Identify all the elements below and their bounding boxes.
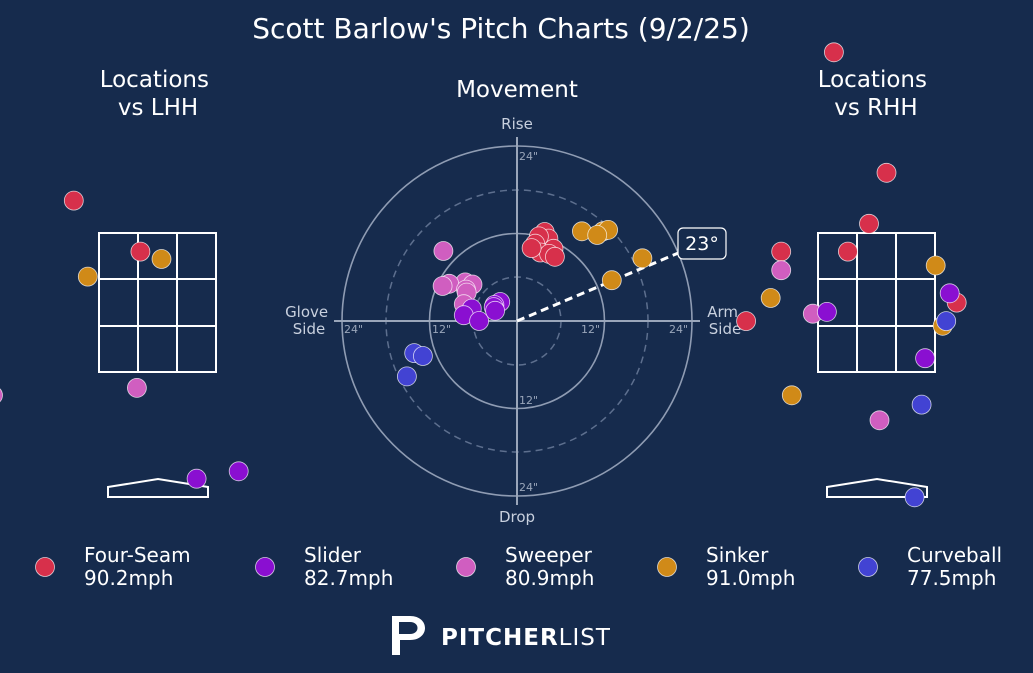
- rhh-title-line-1: Locations: [818, 67, 927, 93]
- rhh-point-slider-15: [817, 301, 837, 322]
- legend-pitch-speed-curveball: 77.5mph: [907, 566, 996, 590]
- legend-swatch-slider: [255, 557, 275, 577]
- lhh-point-sinker-3: [77, 266, 98, 287]
- rhh-point-four-seam-3: [771, 241, 792, 262]
- movement-point-sweeper-15: [433, 241, 454, 261]
- lhh-title-line-2: vs LHH: [118, 95, 198, 121]
- rhh-point-four-seam-1: [876, 162, 897, 183]
- legend-pitch-speed-four-seam: 90.2mph: [84, 566, 173, 590]
- rhh-point-slider-16: [915, 348, 935, 369]
- pitcherlist-p-icon: [392, 616, 425, 655]
- lhh-point-slider-6: [186, 468, 207, 489]
- movement-point-four-seam-7: [545, 246, 565, 267]
- axis-label-drop: Drop: [499, 508, 535, 526]
- lhh-title-line-1: Locations: [100, 67, 209, 93]
- axis-label-arm-line-1: Arm: [707, 303, 738, 321]
- axis-label-arm-side: Arm Side: [707, 303, 743, 338]
- axis-label-arm-line-2: Side: [709, 320, 741, 338]
- movement-point-sinker-13: [632, 248, 653, 269]
- lhh-point-sweeper-4: [126, 377, 147, 398]
- rhh-point-curveball-18: [911, 394, 932, 415]
- legend-pitch-speed-sweeper: 80.9mph: [505, 566, 594, 590]
- movement-point-curveball-31: [412, 346, 433, 366]
- legend-swatch-sweeper: [456, 557, 476, 577]
- movement-point-slider-28: [469, 311, 490, 331]
- legend-pitch-name-four-seam: Four-Seam: [84, 543, 191, 567]
- rhh-point-four-seam-0: [824, 42, 844, 63]
- rhh-point-sinker-7: [925, 255, 946, 276]
- axis-label-glove-line-2: Side: [293, 320, 325, 338]
- rhh-point-four-seam-6: [736, 311, 756, 332]
- rhh-strike-zone: [817, 232, 936, 373]
- lhh-strike-zone: [98, 232, 217, 373]
- brand-light-text: LIST: [559, 625, 611, 651]
- lhh-point-sweeper-5: [0, 388, 3, 403]
- rhh-location-panel: Locations vs RHH: [736, 42, 967, 508]
- movement-points: [396, 219, 653, 387]
- legend-swatch-curveball: [858, 557, 878, 577]
- arm-angle-line: [516, 249, 684, 323]
- legend-swatch-sinker: [657, 557, 677, 577]
- chart-title: Scott Barlow's Pitch Charts (9/2/25): [252, 12, 750, 45]
- lhh-location-panel: Locations vs LHH: [0, 67, 249, 498]
- ring-label-bottom-24: 24": [519, 481, 538, 494]
- legend-pitch-name-slider: Slider: [304, 543, 362, 567]
- lhh-panel-title: Locations vs LHH: [100, 67, 217, 121]
- axis-label-glove-line-1: Glove: [285, 303, 328, 321]
- rhh-point-four-seam-4: [838, 241, 858, 262]
- rhh-points: [736, 42, 967, 508]
- rhh-panel-title: Locations vs RHH: [818, 67, 935, 121]
- movement-panel-title: Movement: [456, 77, 578, 103]
- movement-point-sinker-12: [587, 225, 608, 245]
- rhh-point-sinker-8: [760, 288, 781, 308]
- ring-label-left-24: 24": [344, 323, 363, 336]
- rhh-point-curveball-17: [936, 311, 957, 332]
- axis-label-glove-side: Glove Side: [285, 303, 333, 338]
- ring-label-right-24: 24": [669, 323, 688, 336]
- movement-point-curveball-32: [396, 366, 417, 387]
- lhh-point-four-seam-1: [130, 241, 151, 262]
- axis-label-rise: Rise: [501, 115, 533, 133]
- rhh-point-curveball-19: [904, 487, 925, 508]
- lhh-point-sinker-2: [151, 249, 172, 269]
- ring-label-bottom-12: 12": [519, 394, 538, 407]
- legend-pitch-name-sinker: Sinker: [706, 543, 769, 567]
- legend-pitch-name-curveball: Curveball: [907, 543, 1002, 567]
- legend-pitch-name-sweeper: Sweeper: [505, 543, 593, 567]
- rhh-point-four-seam-2: [859, 213, 879, 234]
- brand-bold-text: PITCHER: [441, 625, 559, 651]
- legend-pitch-speed-slider: 82.7mph: [304, 566, 393, 590]
- lhh-point-four-seam-0: [63, 190, 84, 211]
- brand-wordmark: PITCHERLIST: [441, 625, 611, 651]
- rhh-point-slider-14: [939, 283, 960, 304]
- lhh-points: [0, 190, 249, 489]
- movement-point-sweeper-19: [432, 276, 453, 296]
- rhh-title-line-2: vs RHH: [834, 95, 917, 121]
- lhh-point-slider-7: [228, 461, 249, 482]
- movement-point-sinker-14: [601, 270, 622, 291]
- legend-swatch-four-seam: [35, 557, 55, 577]
- rhh-point-sweeper-11: [771, 260, 792, 281]
- ring-label-top-24: 24": [519, 150, 538, 163]
- pitcherlist-p-icon-counter: [399, 622, 418, 634]
- movement-point-slider-29: [485, 300, 506, 321]
- ring-label-left-12: 12": [432, 323, 451, 336]
- rhh-point-sweeper-13: [869, 410, 890, 431]
- pitcherlist-logo: PITCHERLIST: [392, 616, 611, 655]
- ring-label-right-12: 12": [581, 323, 600, 336]
- arm-angle-label: 23°: [685, 233, 719, 255]
- lhh-home-plate: [107, 477, 209, 498]
- arm-angle-badge: [677, 227, 727, 260]
- movement-panel: Movement 24" 12" 24" 24" 12" 12" 24" Ris…: [285, 77, 743, 526]
- legend-pitch-speed-sinker: 91.0mph: [706, 566, 795, 590]
- movement-point-four-seam-8: [521, 238, 542, 259]
- rhh-point-sinker-10: [781, 385, 802, 406]
